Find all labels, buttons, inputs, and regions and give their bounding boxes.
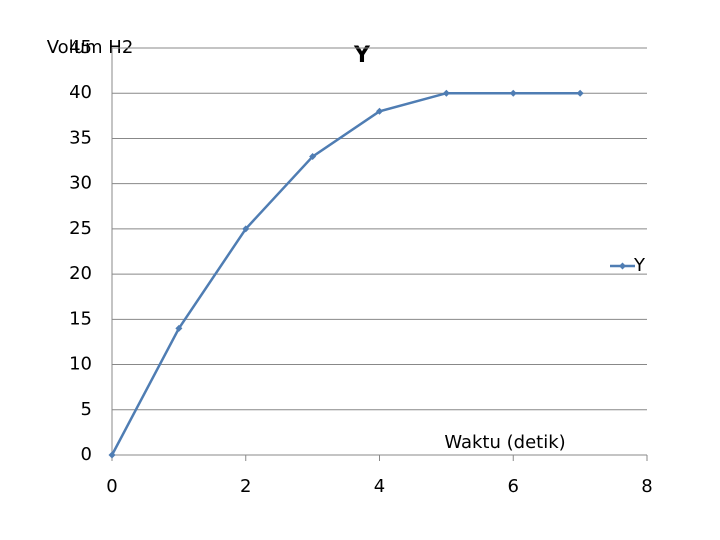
y-tick-label: 25 (69, 218, 92, 239)
data-point (442, 89, 450, 97)
x-axis-label: Waktu (detik) (444, 432, 565, 453)
data-point (376, 107, 383, 115)
chart-title: Y (353, 43, 371, 68)
y-tick-label: 35 (69, 127, 92, 148)
data-point (576, 89, 584, 97)
data-point (309, 153, 317, 161)
x-tick-label: 0 (106, 476, 117, 497)
y-tick-label: 20 (69, 263, 92, 284)
x-tick-label: 4 (374, 476, 385, 497)
y-tick-label: 0 (81, 444, 92, 465)
data-point (509, 89, 517, 97)
data-point (242, 225, 250, 233)
x-tick-label: 8 (641, 476, 652, 497)
legend-marker (619, 262, 626, 270)
y-tick-label: 10 (69, 354, 92, 375)
series-line (110, 91, 581, 456)
y-tick-label: 40 (69, 82, 92, 103)
y-tick-label: 30 (69, 173, 92, 194)
x-tick-label: 6 (508, 476, 519, 497)
x-tick-label: 2 (240, 476, 251, 497)
y-tick-label: 15 (69, 308, 92, 329)
y-tick-label: 45 (69, 37, 92, 58)
y-tick-label: 5 (81, 399, 92, 420)
legend-label: Y (633, 255, 646, 276)
data-point (175, 324, 183, 332)
data-point (108, 451, 116, 459)
